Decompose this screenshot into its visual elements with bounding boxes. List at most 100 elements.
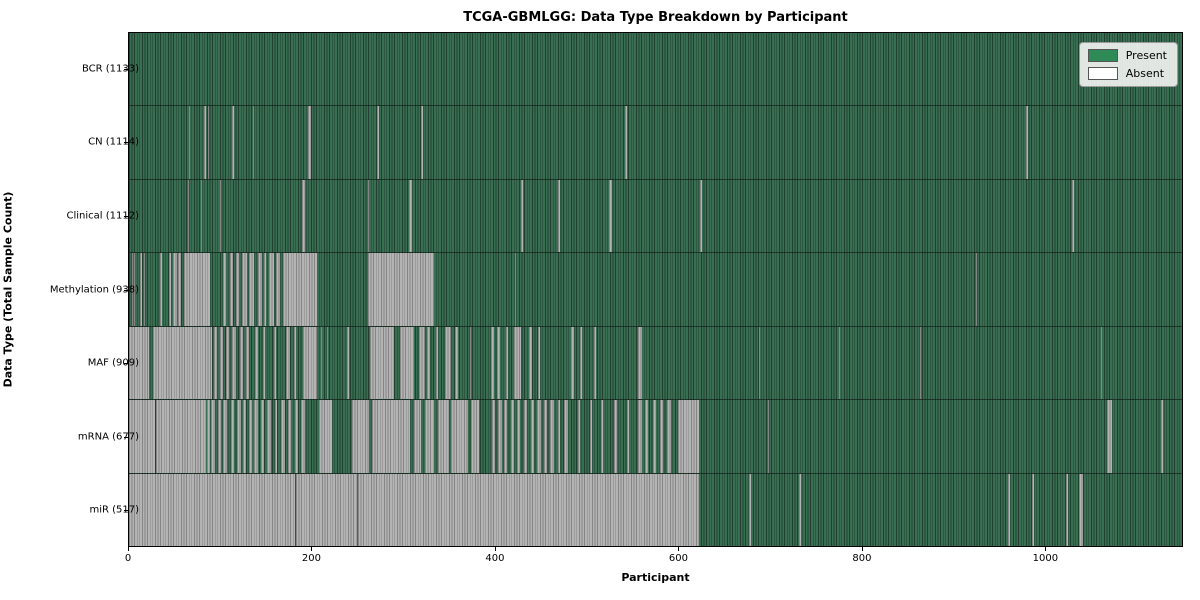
absent-segment bbox=[143, 253, 146, 326]
absent-segment bbox=[236, 253, 239, 326]
x-axis-label: Participant bbox=[621, 571, 690, 584]
absent-segment bbox=[321, 326, 323, 400]
absent-segment bbox=[178, 253, 182, 326]
absent-segment bbox=[129, 326, 150, 400]
absent-segment bbox=[543, 400, 547, 473]
x-tick-label-200: 200 bbox=[301, 553, 322, 564]
x-tick-label-0: 0 bbox=[124, 553, 132, 564]
absent-segment bbox=[537, 400, 542, 473]
absent-segment bbox=[129, 400, 155, 473]
x-tick-mark bbox=[128, 547, 129, 551]
absent-segment bbox=[187, 179, 189, 253]
absent-segment bbox=[529, 326, 532, 400]
absent-segment bbox=[768, 400, 770, 473]
absent-segment bbox=[260, 400, 264, 473]
absent-segment bbox=[614, 400, 618, 473]
absent-segment bbox=[520, 179, 523, 253]
y-tick-label-mRNA: mRNA (677) bbox=[77, 431, 139, 443]
absent-segment bbox=[369, 326, 394, 400]
absent-segment bbox=[248, 253, 254, 326]
absent-segment bbox=[129, 473, 295, 546]
absent-segment bbox=[219, 326, 224, 400]
absent-segment bbox=[273, 326, 277, 400]
absent-segment bbox=[580, 326, 583, 400]
absent-segment bbox=[645, 400, 649, 473]
absent-segment bbox=[920, 326, 922, 400]
absent-segment bbox=[288, 400, 292, 473]
absent-segment bbox=[471, 400, 479, 473]
legend-swatch-absent-icon bbox=[1087, 67, 1118, 80]
absent-segment bbox=[419, 326, 425, 400]
absent-segment bbox=[538, 326, 541, 400]
absent-segment bbox=[421, 106, 423, 179]
absent-segment bbox=[652, 400, 657, 473]
absent-segment bbox=[255, 326, 259, 400]
x-tick-mark bbox=[494, 547, 496, 551]
absent-segment bbox=[638, 326, 642, 400]
absent-segment bbox=[160, 253, 162, 326]
absent-segment bbox=[700, 179, 703, 253]
absent-segment bbox=[608, 179, 612, 253]
absent-segment bbox=[515, 253, 517, 326]
y-tick-label-MAF: MAF (909) bbox=[87, 357, 139, 369]
absent-segment bbox=[454, 326, 458, 400]
legend-item-present: Present bbox=[1087, 49, 1167, 62]
absent-segment bbox=[444, 326, 452, 400]
y-tick-mark bbox=[124, 510, 128, 512]
absent-segment bbox=[367, 253, 434, 326]
row-CN bbox=[129, 106, 1182, 180]
y-tick-label-miR: miR (517) bbox=[89, 504, 139, 516]
absent-segment bbox=[1160, 400, 1163, 473]
absent-segment bbox=[276, 253, 281, 326]
absent-segment bbox=[799, 473, 802, 546]
absent-segment bbox=[748, 473, 751, 546]
absent-segment bbox=[172, 253, 177, 326]
absent-segment bbox=[625, 106, 628, 179]
absent-segment bbox=[678, 400, 699, 473]
absent-segment bbox=[229, 253, 234, 326]
absent-segment bbox=[513, 326, 521, 400]
absent-segment bbox=[274, 400, 278, 473]
absent-segment bbox=[1026, 106, 1029, 179]
y-axis-label: Data Type (Total Sample Count) bbox=[1, 191, 15, 388]
absent-segment bbox=[326, 326, 328, 400]
absent-segment bbox=[246, 326, 249, 400]
absent-segment bbox=[239, 326, 243, 400]
absent-segment bbox=[497, 326, 500, 400]
x-tick-mark bbox=[311, 547, 313, 551]
absent-segment bbox=[975, 253, 977, 326]
absent-segment bbox=[206, 400, 210, 473]
absent-segment bbox=[437, 400, 449, 473]
absent-segment bbox=[155, 400, 206, 473]
absent-segment bbox=[409, 179, 412, 253]
legend-label-present: Present bbox=[1125, 49, 1167, 62]
absent-segment bbox=[237, 400, 241, 473]
absent-segment bbox=[241, 253, 248, 326]
absent-segment bbox=[838, 326, 840, 400]
absent-segment bbox=[504, 400, 508, 473]
absent-segment bbox=[211, 400, 216, 473]
x-tick-label-400: 400 bbox=[485, 553, 505, 564]
x-tick-label-800: 800 bbox=[852, 553, 872, 564]
absent-segment bbox=[523, 400, 528, 473]
absent-segment bbox=[294, 400, 299, 473]
absent-segment bbox=[1067, 400, 1069, 473]
absent-segment bbox=[293, 326, 296, 400]
absent-segment bbox=[426, 326, 431, 400]
absent-segment bbox=[563, 400, 568, 473]
y-tick-label-BCR: BCR (1133) bbox=[81, 63, 139, 75]
absent-segment bbox=[490, 326, 495, 400]
absent-segment bbox=[252, 106, 255, 179]
absent-segment bbox=[550, 400, 554, 473]
absent-segment bbox=[207, 106, 209, 179]
absent-segment bbox=[139, 253, 142, 326]
absent-segment bbox=[594, 326, 596, 400]
absent-segment bbox=[1079, 473, 1084, 546]
absent-segment bbox=[134, 253, 136, 326]
absent-segment bbox=[589, 400, 593, 473]
y-tick-mark bbox=[124, 363, 128, 365]
absent-segment bbox=[469, 326, 472, 400]
absent-segment bbox=[346, 326, 349, 400]
y-tick-mark bbox=[124, 215, 128, 217]
